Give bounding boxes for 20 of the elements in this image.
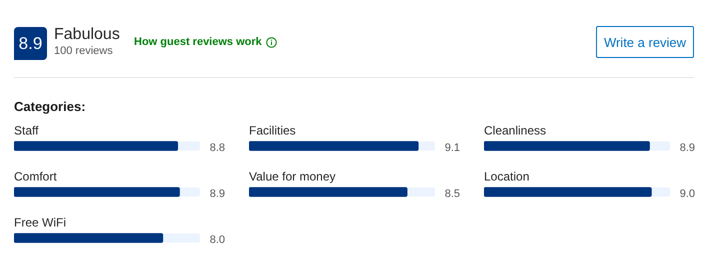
data-label: 8.8 [210,142,225,154]
category-label: Value for money [249,169,336,184]
category-label: Location [484,169,530,184]
write-review-button: Write a review [596,26,694,58]
text: 8.9 [14,27,47,60]
category-label: Free WiFi [14,215,66,230]
data-label: 8.0 [210,234,225,246]
data-label: 8.5 [444,188,460,200]
category-label: Facilities [249,123,296,138]
text: Fabulous [54,26,120,44]
data-label: 9.0 [680,188,695,200]
category-label: Staff [14,123,38,138]
annotation: Categories: [14,99,86,114]
data-label: 8.9 [680,142,695,154]
data-label: 9.1 [444,142,460,154]
data-label: 8.9 [210,188,225,200]
text: 100 reviews [54,45,113,57]
category-label: Cleanliness [484,123,546,138]
category-label: Comfort [14,169,57,184]
text: How guest reviews work [134,36,262,48]
